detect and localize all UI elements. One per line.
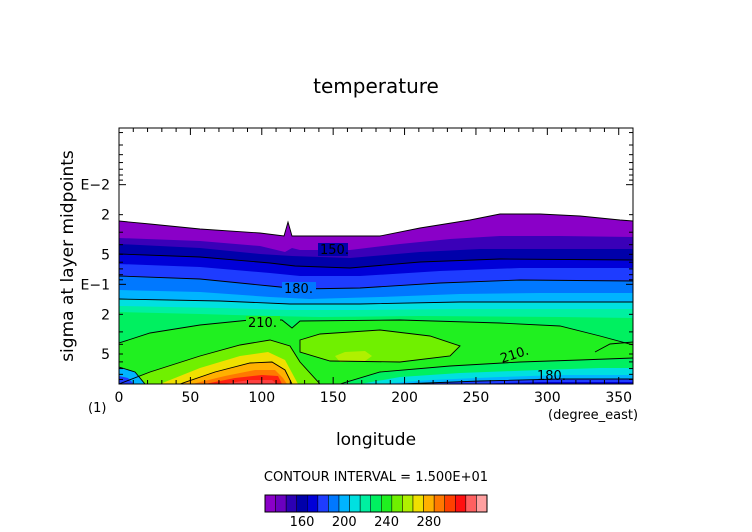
colorbar-labels: 160 200 240 280: [290, 515, 442, 530]
colorbar-swatch: [370, 494, 382, 513]
y-tick-label: 5: [101, 347, 110, 363]
contour-label-180-right: 180.: [537, 369, 566, 384]
x-tick-label: 250: [463, 390, 490, 406]
x-corner-label: (1): [88, 401, 106, 416]
y-tick-labels: E−2 2 5 E−1 2 5: [81, 178, 110, 363]
colorbar-swatch: [412, 494, 424, 513]
colorbar-swatch: [307, 494, 319, 513]
colorbar-swatch: [359, 494, 371, 513]
contour-labels: 150. 180. 210. 210. 180.: [246, 243, 566, 384]
x-tick-label: 200: [391, 390, 418, 406]
colorbar-swatch: [264, 494, 276, 513]
band-yellow-green: [335, 351, 372, 362]
x-tick-label: 350: [605, 390, 632, 406]
y-tick-label: E−2: [81, 178, 110, 194]
contour-label-180: 180.: [284, 282, 313, 297]
colorbar-swatch: [275, 494, 287, 513]
colorbar-tick-label: 160: [290, 515, 315, 530]
y-tick-label: 5: [101, 247, 110, 263]
y-axis-label: sigma at layer midpoints: [58, 150, 78, 362]
colorbar-swatch: [433, 494, 445, 513]
x-tick-label: 100: [248, 390, 275, 406]
colorbar-tick-label: 240: [374, 515, 399, 530]
x-tick-label: 300: [534, 390, 561, 406]
colorbar-swatch: [444, 494, 456, 513]
contour-label-150: 150.: [320, 243, 349, 258]
colorbar-swatch: [317, 494, 329, 513]
colorbar: [264, 494, 488, 513]
colorbar-swatch: [338, 494, 350, 513]
contour-interval-label: CONTOUR INTERVAL = 1.500E+01: [264, 470, 488, 485]
y-tick-label: 2: [101, 307, 110, 323]
colorbar-swatch: [381, 494, 393, 513]
colorbar-swatch: [402, 494, 414, 513]
x-tick-labels: 0 50 100 150 200 250 300 350: [115, 390, 633, 406]
contour-label-210: 210.: [248, 316, 277, 331]
axis-ticks: [118, 128, 634, 385]
colorbar-swatch: [328, 494, 340, 513]
colorbar-tick-label: 200: [332, 515, 357, 530]
x-tick-label: 50: [181, 390, 199, 406]
band-warm-right: [595, 342, 633, 356]
band-cold-left-deep: [119, 376, 134, 384]
colorbar-swatch: [296, 494, 308, 513]
y-tick-label: 2: [101, 208, 110, 224]
x-tick-label: 150: [320, 390, 347, 406]
x-tick-label: 0: [115, 390, 124, 406]
colorbar-swatch: [349, 494, 361, 513]
colorbar-frame: [264, 494, 488, 513]
contour-lines: [119, 213, 633, 384]
colorbar-tick-label: 280: [416, 515, 441, 530]
colorbar-swatch: [465, 494, 477, 513]
chart-title: temperature: [313, 74, 439, 98]
colorbar-swatch: [285, 494, 297, 513]
x-unit-label: (degree_east): [548, 408, 638, 423]
contour-fill-layer: [119, 128, 633, 384]
colorbar-swatch: [423, 494, 435, 513]
colorbar-swatch: [391, 494, 403, 513]
y-tick-label: E−1: [81, 277, 110, 293]
band-deep-red: [222, 380, 277, 384]
x-axis-label: longitude: [336, 430, 416, 450]
colorbar-swatch: [476, 494, 488, 513]
colorbar-swatch: [455, 494, 467, 513]
